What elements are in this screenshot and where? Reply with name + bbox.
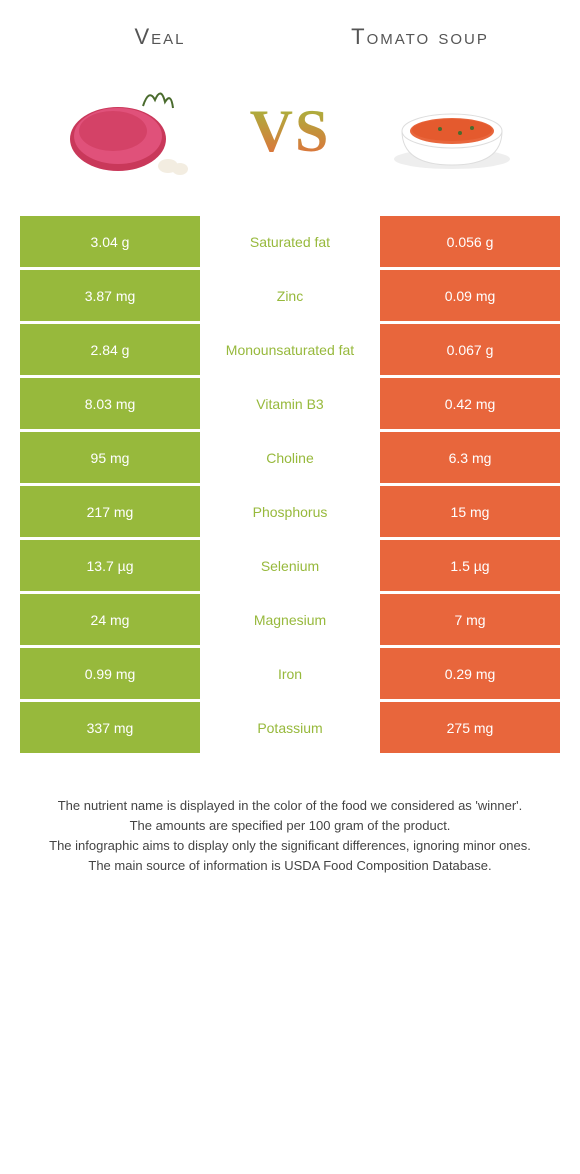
nutrient-label: Choline [200, 432, 380, 483]
left-value: 95 mg [20, 432, 200, 483]
nutrient-label: Magnesium [200, 594, 380, 645]
right-value: 0.29 mg [380, 648, 560, 699]
vs-row: VS [0, 58, 580, 216]
footer-line: The main source of information is USDA F… [34, 856, 546, 876]
right-value: 7 mg [380, 594, 560, 645]
nutrient-row: 3.04 gSaturated fat0.056 g [20, 216, 560, 270]
left-value: 24 mg [20, 594, 200, 645]
nutrient-row: 24 mgMagnesium7 mg [20, 594, 560, 648]
left-value: 217 mg [20, 486, 200, 537]
footer-line: The infographic aims to display only the… [34, 836, 546, 856]
left-value: 13.7 µg [20, 540, 200, 591]
nutrient-row: 3.87 mgZinc0.09 mg [20, 270, 560, 324]
left-value: 2.84 g [20, 324, 200, 375]
nutrient-table: 3.04 gSaturated fat0.056 g3.87 mgZinc0.0… [20, 216, 560, 756]
left-food-title: Veal [30, 24, 290, 50]
footer-line: The nutrient name is displayed in the co… [34, 796, 546, 816]
right-value: 275 mg [380, 702, 560, 753]
tomato-soup-image [377, 76, 527, 186]
left-value: 3.04 g [20, 216, 200, 267]
right-value: 0.067 g [380, 324, 560, 375]
veal-image [53, 76, 203, 186]
nutrient-label: Selenium [200, 540, 380, 591]
footer-line: The amounts are specified per 100 gram o… [34, 816, 546, 836]
nutrient-label: Zinc [200, 270, 380, 321]
nutrient-label: Iron [200, 648, 380, 699]
right-value: 1.5 µg [380, 540, 560, 591]
vs-label: VS [250, 97, 331, 166]
footer-notes: The nutrient name is displayed in the co… [0, 756, 580, 907]
right-value: 0.056 g [380, 216, 560, 267]
right-value: 0.09 mg [380, 270, 560, 321]
left-value: 337 mg [20, 702, 200, 753]
nutrient-row: 0.99 mgIron0.29 mg [20, 648, 560, 702]
header: Veal Tomato soup [0, 0, 580, 58]
nutrient-row: 337 mgPotassium275 mg [20, 702, 560, 756]
left-value: 8.03 mg [20, 378, 200, 429]
nutrient-row: 13.7 µgSelenium1.5 µg [20, 540, 560, 594]
right-value: 15 mg [380, 486, 560, 537]
nutrient-label: Phosphorus [200, 486, 380, 537]
nutrient-row: 8.03 mgVitamin B30.42 mg [20, 378, 560, 432]
nutrient-label: Monounsaturated fat [200, 324, 380, 375]
right-value: 0.42 mg [380, 378, 560, 429]
right-food-title: Tomato soup [290, 24, 550, 50]
nutrient-label: Potassium [200, 702, 380, 753]
nutrient-row: 95 mgCholine6.3 mg [20, 432, 560, 486]
left-value: 3.87 mg [20, 270, 200, 321]
nutrient-row: 2.84 gMonounsaturated fat0.067 g [20, 324, 560, 378]
nutrient-label: Vitamin B3 [200, 378, 380, 429]
nutrient-label: Saturated fat [200, 216, 380, 267]
nutrient-row: 217 mgPhosphorus15 mg [20, 486, 560, 540]
left-value: 0.99 mg [20, 648, 200, 699]
right-value: 6.3 mg [380, 432, 560, 483]
